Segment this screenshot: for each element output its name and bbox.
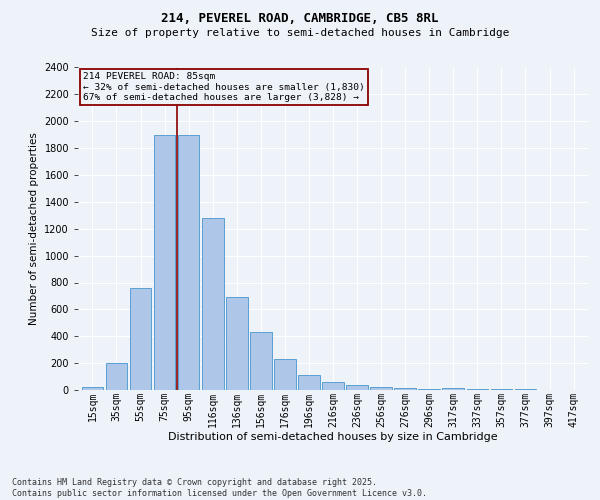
Bar [418, 388, 440, 390]
Bar [394, 388, 416, 390]
Text: Contains HM Land Registry data © Crown copyright and database right 2025.
Contai: Contains HM Land Registry data © Crown c… [12, 478, 427, 498]
Text: 214, PEVEREL ROAD, CAMBRIDGE, CB5 8RL: 214, PEVEREL ROAD, CAMBRIDGE, CB5 8RL [161, 12, 439, 26]
Text: 214 PEVEREL ROAD: 85sqm
← 32% of semi-detached houses are smaller (1,830)
67% of: 214 PEVEREL ROAD: 85sqm ← 32% of semi-de… [83, 72, 365, 102]
Bar [298, 375, 320, 390]
Y-axis label: Number of semi-detached properties: Number of semi-detached properties [29, 132, 38, 325]
Text: Size of property relative to semi-detached houses in Cambridge: Size of property relative to semi-detach… [91, 28, 509, 38]
Bar [202, 218, 224, 390]
Bar [154, 134, 175, 390]
Bar [106, 363, 127, 390]
Bar [130, 288, 151, 390]
X-axis label: Distribution of semi-detached houses by size in Cambridge: Distribution of semi-detached houses by … [168, 432, 498, 442]
Bar [346, 386, 368, 390]
Bar [178, 134, 199, 390]
Bar [226, 298, 248, 390]
Bar [274, 359, 296, 390]
Bar [370, 388, 392, 390]
Bar [442, 388, 464, 390]
Bar [250, 332, 272, 390]
Bar [467, 389, 488, 390]
Bar [322, 382, 344, 390]
Bar [82, 388, 103, 390]
